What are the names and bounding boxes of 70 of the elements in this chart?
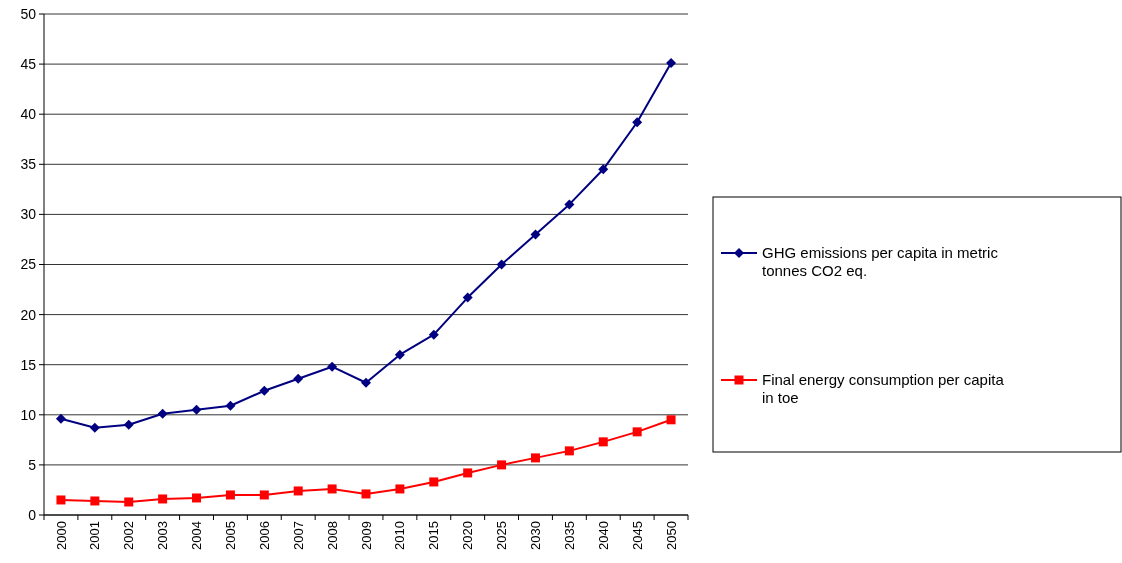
- y-tick-label: 10: [20, 406, 37, 423]
- x-tick-label: 2035: [561, 521, 577, 550]
- y-tick-label: 20: [20, 306, 37, 323]
- point: [225, 400, 236, 411]
- y-tick-label: 25: [20, 256, 37, 273]
- x-tick-label: 2005: [222, 521, 238, 550]
- y-tick-label: 45: [20, 56, 37, 72]
- x-tick-label: 2008: [324, 521, 340, 550]
- point: [192, 493, 202, 503]
- point: [327, 484, 337, 494]
- point: [564, 446, 574, 456]
- point: [666, 58, 677, 69]
- point: [90, 496, 100, 506]
- y-tick-label: 15: [20, 356, 37, 373]
- point: [564, 199, 575, 210]
- x-tick-label: 2010: [392, 521, 408, 550]
- point: [361, 377, 371, 388]
- point: [632, 427, 642, 437]
- point: [666, 415, 676, 425]
- y-tick-label: 35: [20, 156, 37, 173]
- point: [395, 484, 405, 494]
- point: [191, 404, 202, 415]
- point: [598, 437, 608, 447]
- point: [259, 490, 269, 500]
- point: [327, 361, 338, 372]
- point: [56, 495, 66, 505]
- point: [123, 419, 134, 430]
- x-tick-label: 2025: [494, 521, 510, 550]
- x-tick-label: 2003: [155, 521, 171, 550]
- point: [89, 422, 100, 433]
- point: [462, 292, 473, 303]
- point: [157, 408, 168, 419]
- x-tick-label: 2006: [256, 521, 272, 550]
- point: [428, 329, 439, 340]
- point: [124, 497, 134, 507]
- point: [55, 413, 66, 424]
- x-tick-label: 2004: [189, 521, 205, 550]
- point: [530, 229, 541, 240]
- point: [496, 259, 507, 270]
- x-tick-label: 2000: [53, 521, 69, 550]
- x-tick-label: 2040: [595, 521, 611, 550]
- point: [259, 385, 270, 396]
- point: [598, 164, 609, 175]
- point: [429, 477, 439, 487]
- point: [497, 460, 507, 470]
- x-tick-label: 2002: [121, 521, 137, 550]
- point: [632, 117, 643, 128]
- x-tick-label: 2045: [629, 521, 645, 550]
- legend-label: GHG emissions per capita in metric tonnes CO2 eq.: [762, 244, 999, 279]
- point: [394, 349, 405, 360]
- point: [158, 494, 168, 504]
- point: [293, 486, 303, 496]
- y-tick-label: 50: [20, 5, 37, 22]
- y-tick-label: 5: [28, 456, 37, 473]
- x-tick-label: 2050: [663, 521, 679, 550]
- y-tick-label: 40: [20, 106, 37, 123]
- legend-label: Final energy consumption per capita in toe: [762, 371, 1005, 406]
- x-tick-label: 2007: [290, 521, 306, 550]
- point: [463, 468, 473, 478]
- x-tick-label: 2015: [426, 521, 442, 550]
- point: [361, 489, 371, 499]
- point: [530, 453, 540, 463]
- y-tick-label: 0: [28, 506, 37, 523]
- x-tick-label: 2009: [358, 521, 374, 550]
- x-tick-label: 2020: [460, 521, 476, 550]
- point: [225, 490, 235, 500]
- y-tick-label: 30: [20, 206, 37, 223]
- x-tick-label: 2001: [87, 521, 103, 550]
- point: [293, 373, 304, 384]
- x-tick-label: 2030: [528, 521, 544, 550]
